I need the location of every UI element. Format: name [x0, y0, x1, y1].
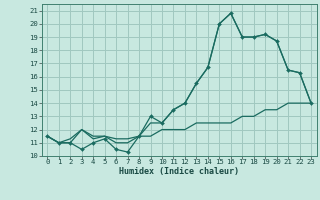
X-axis label: Humidex (Indice chaleur): Humidex (Indice chaleur) [119, 167, 239, 176]
